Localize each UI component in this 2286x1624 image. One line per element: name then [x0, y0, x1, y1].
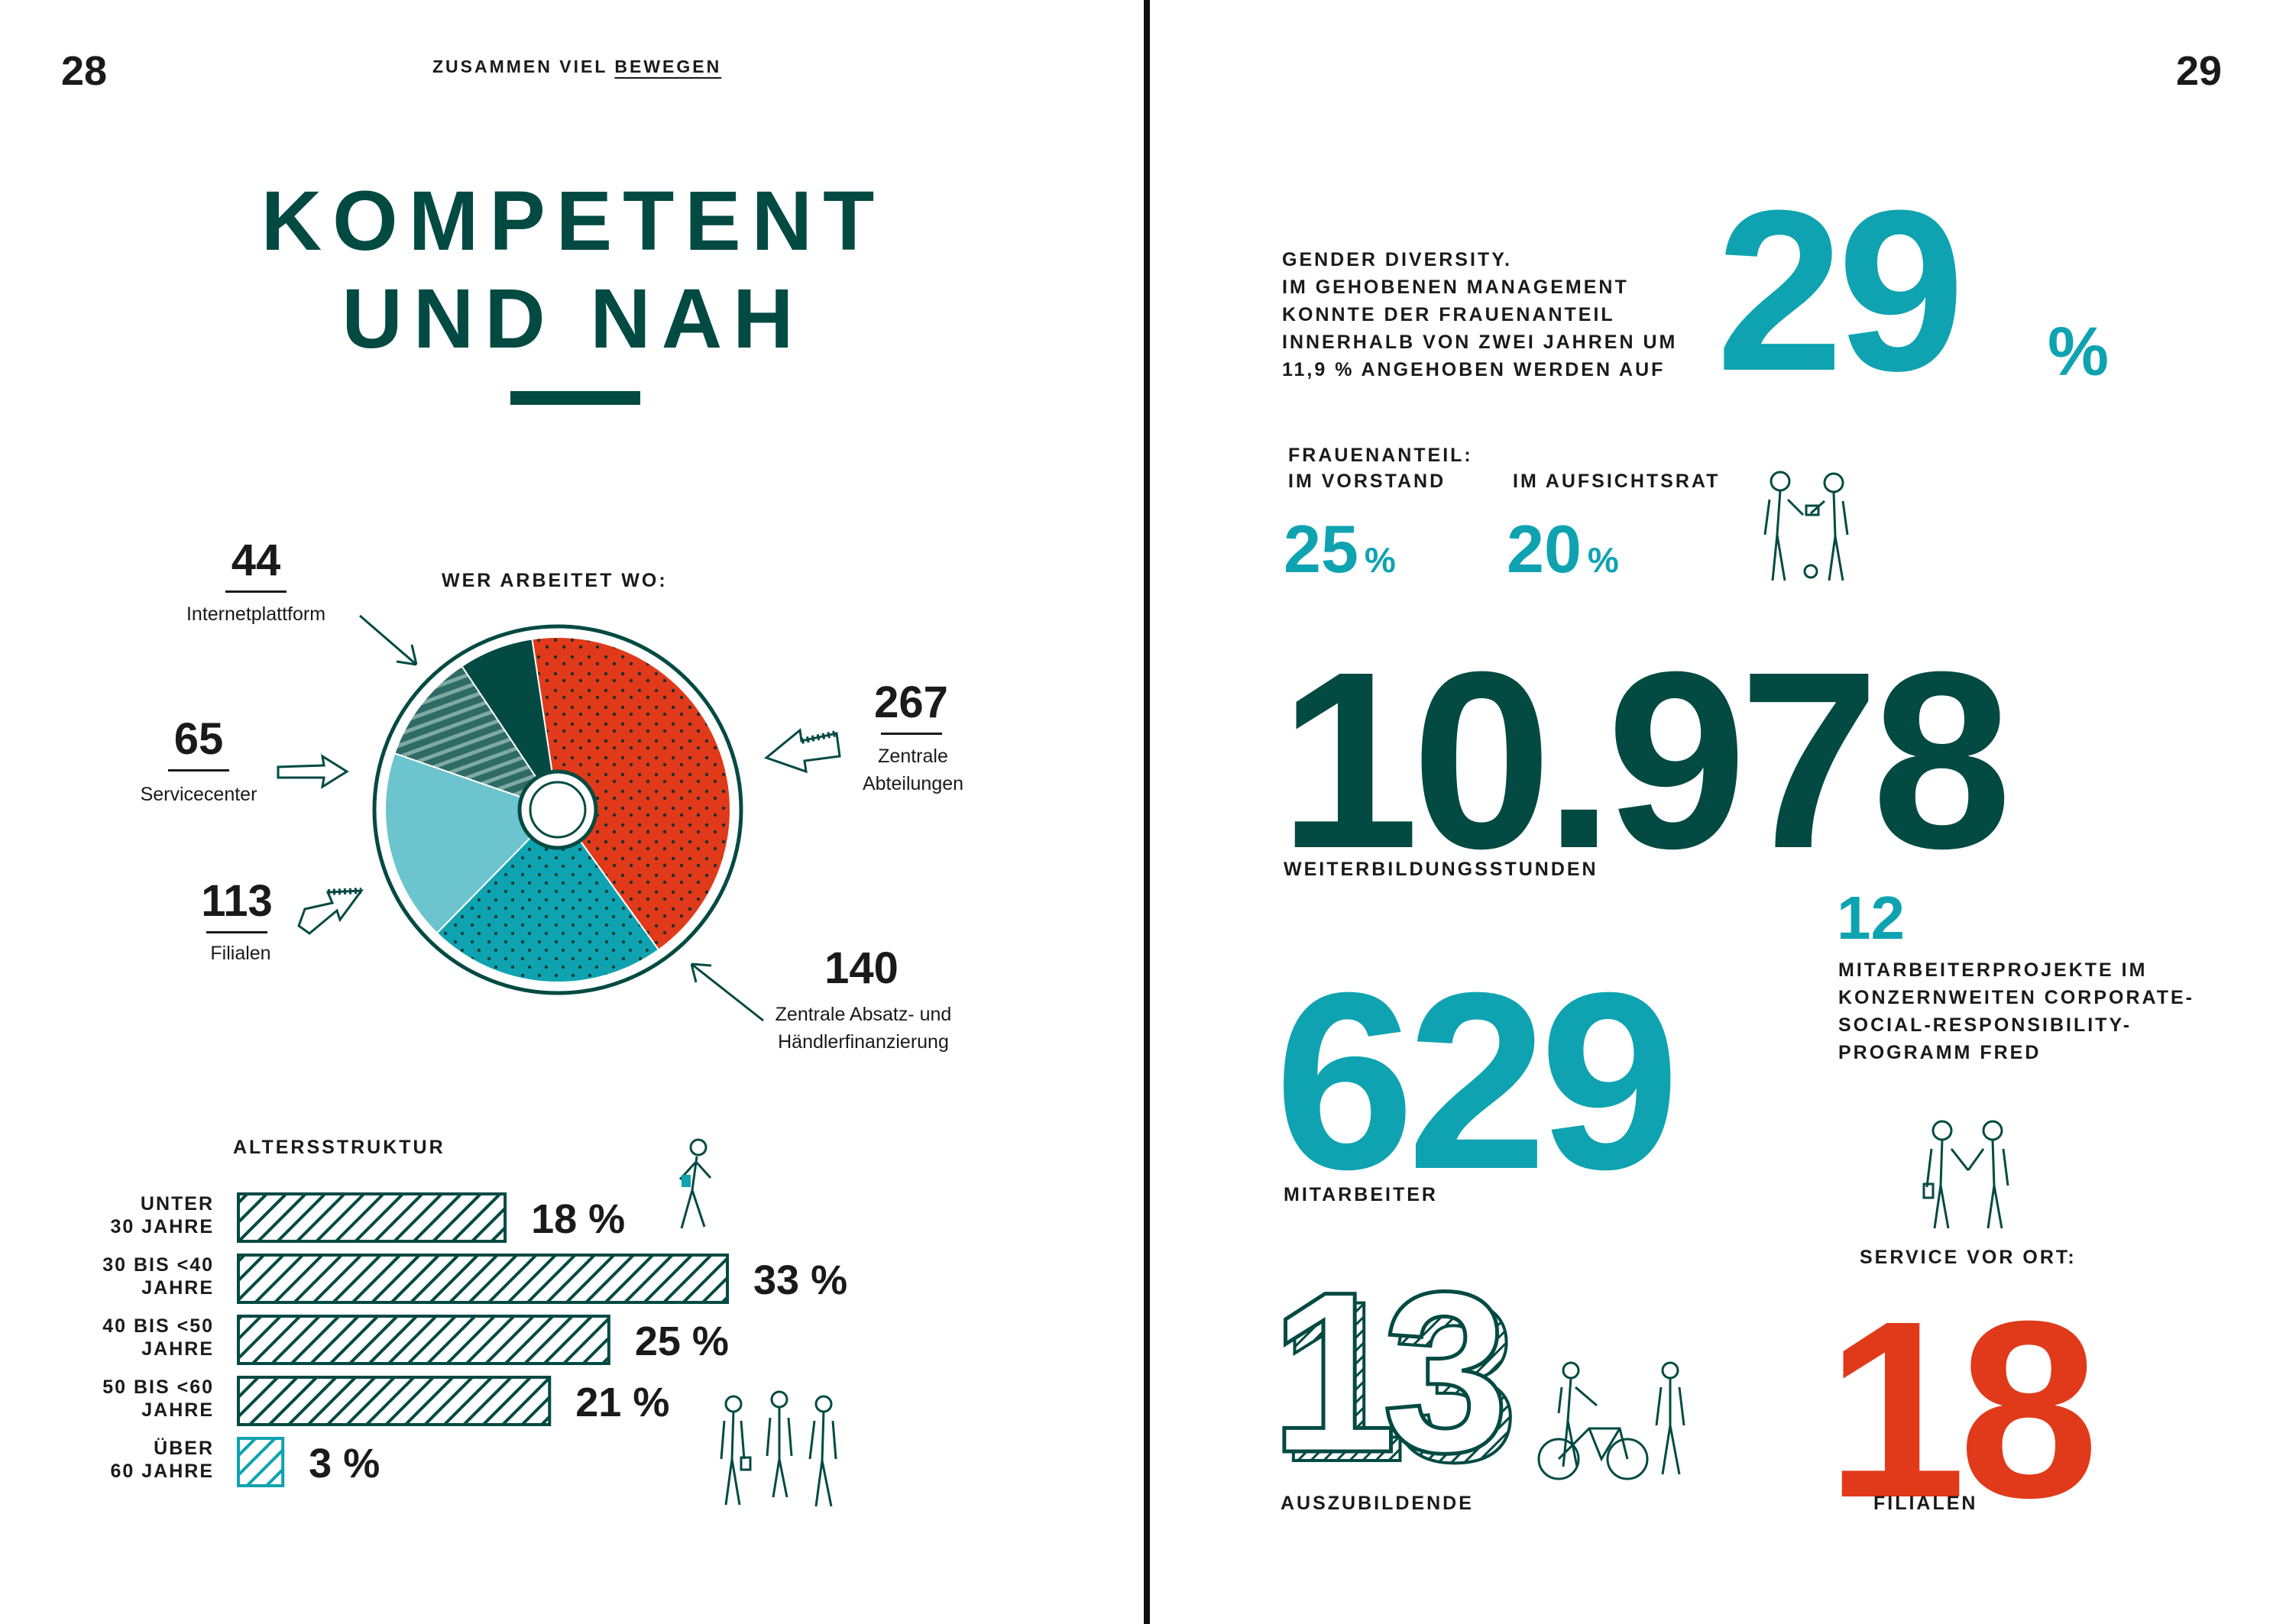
two-women-talking-icon	[1763, 471, 1849, 581]
pie-slice-zentrale	[531, 636, 731, 951]
arrow-absatz-icon	[690, 962, 764, 1022]
training-hours-label: WEITERBILDUNGSSTUNDEN	[1284, 859, 1598, 880]
age-title: ALTERSSTRUKTUR	[233, 1137, 445, 1158]
projects-value: 12	[1837, 884, 1905, 952]
age-bar	[237, 1254, 729, 1304]
age-row-label-line: JAHRE	[141, 1277, 214, 1299]
branches-label: FILIALEN	[1873, 1493, 1978, 1514]
pie-slice-internet	[461, 638, 559, 810]
pie-slice-servicecenter	[393, 665, 560, 811]
page-number-right: 29	[2176, 48, 2223, 94]
branches-value: 18	[1826, 1268, 2099, 1550]
age-row-label-line: ÜBER	[154, 1438, 214, 1459]
age-row-label-line: JAHRE	[141, 1399, 214, 1421]
pie-slice-filialen	[384, 752, 559, 934]
aufsicht-value: 20%	[1507, 511, 1619, 587]
pie-slice-absatz	[436, 808, 660, 983]
arrow-internet-icon	[359, 614, 418, 666]
vorstand-value: 25%	[1284, 511, 1396, 587]
age-bar	[237, 1376, 552, 1426]
age-bar-value: 18 %	[531, 1196, 626, 1242]
age-bar-value: 21 %	[575, 1380, 670, 1425]
training-hours-value: 10.978	[1279, 619, 2012, 901]
age-row-label-line: JAHRE	[141, 1338, 214, 1360]
label-absatz-name: Zentrale Absatz- und Händlerfinanzierung	[775, 1004, 952, 1053]
gender-value: 29	[1716, 162, 1965, 419]
arrow-filialen-icon	[297, 888, 364, 935]
handshake-people-icon	[1922, 1120, 2009, 1229]
age-bar	[237, 1315, 610, 1365]
staff-value: 629	[1274, 940, 1680, 1221]
walking-person-icon	[678, 1138, 712, 1229]
svg-text:13: 13	[1270, 1271, 1504, 1477]
group-of-people-icon	[720, 1390, 837, 1507]
running-header: ZUSAMMEN VIEL BEWEGEN	[432, 57, 721, 77]
age-bar	[237, 1192, 507, 1243]
spread-gutter	[1144, 0, 1150, 1624]
page-title: KOMPETENT UND NAH	[252, 173, 894, 368]
age-row-label: 30 BIS <40 JAHRE	[69, 1254, 214, 1299]
age-row-label-line: 50 BIS <60	[102, 1377, 214, 1398]
label-filialen-value: 113	[195, 875, 279, 933]
title-line-1: KOMPETENT	[261, 174, 886, 268]
pie-title: WER ARBEITET WO:	[442, 570, 668, 591]
frauen-title: FRAUENANTEIL:	[1288, 445, 1473, 466]
age-row-label-line: UNTER	[140, 1193, 214, 1215]
arrow-zentrale-icon	[763, 728, 841, 774]
person-with-bicycle-icon	[1537, 1361, 1685, 1480]
title-rule	[510, 391, 640, 405]
label-service-value: 65	[164, 713, 233, 772]
svg-text:13: 13	[1279, 1271, 1513, 1477]
gender-unit: %	[2048, 314, 2110, 390]
staff-label: MITARBEITER	[1284, 1184, 1438, 1205]
aufsicht-label: IM AUFSICHTSRAT	[1513, 471, 1721, 492]
apprentices-label: AUSZUBILDENDE	[1281, 1493, 1474, 1514]
title-line-2: UND NAH	[342, 272, 805, 366]
label-absatz-value: 140	[824, 943, 899, 993]
apprentices-value-drawing: 13 13	[1268, 1271, 1526, 1477]
label-service-name: Servicecenter	[140, 784, 257, 805]
header-text: ZUSAMMEN VIEL	[432, 57, 615, 76]
pie-chart	[372, 624, 743, 995]
age-row-label-line: 30 BIS <40	[102, 1254, 214, 1276]
page-number-left: 28	[61, 48, 108, 94]
age-row-label-line: 30 JAHRE	[110, 1216, 214, 1237]
age-row-label: 40 BIS <50 JAHRE	[69, 1315, 214, 1360]
gender-paragraph: GENDER DIVERSITY. IM GEHOBENEN MANAGEMEN…	[1282, 249, 1678, 380]
age-row-label: 50 BIS <60 JAHRE	[69, 1376, 214, 1422]
age-row-label-line: 40 BIS <50	[102, 1315, 214, 1337]
label-zentrale-name: Zentrale Abteilungen	[862, 746, 964, 794]
label-internet-value: 44	[222, 535, 290, 593]
age-bar-value: 25 %	[634, 1318, 729, 1364]
age-bar	[237, 1437, 285, 1487]
age-row-label-line: 60 JAHRE	[110, 1461, 214, 1482]
label-filialen-name: Filialen	[210, 943, 271, 964]
service-title: SERVICE VOR ORT:	[1860, 1247, 2077, 1268]
header-underlined: BEWEGEN	[614, 57, 722, 76]
label-internet-name: Internetplattform	[186, 603, 326, 625]
arrow-service-icon	[277, 753, 349, 790]
age-row-label: UNTER 30 JAHRE	[69, 1192, 214, 1238]
age-row-label: ÜBER 60 JAHRE	[69, 1437, 214, 1483]
vorstand-label: IM VORSTAND	[1288, 471, 1446, 492]
pie-hole-inner	[529, 781, 587, 839]
age-bar-value: 3 %	[309, 1441, 380, 1487]
projects-paragraph: MITARBEITERPROJEKTE IM KONZERNWEITEN COR…	[1838, 959, 2194, 1063]
age-bar-value: 33 %	[753, 1257, 848, 1303]
label-zentrale-value: 267	[863, 677, 959, 735]
